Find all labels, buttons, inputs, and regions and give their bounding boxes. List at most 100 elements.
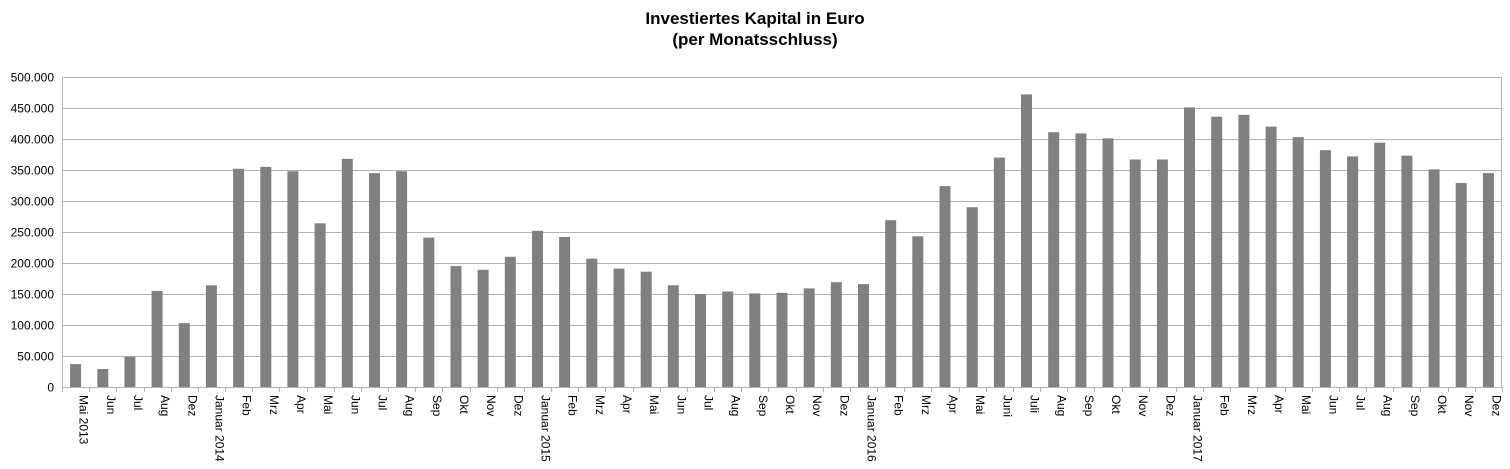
y-tick-label: 350.000 xyxy=(11,164,55,178)
bar xyxy=(830,282,842,387)
bar xyxy=(260,166,272,387)
x-tick-label: Mrz xyxy=(267,395,281,415)
bar xyxy=(1102,138,1114,387)
x-tick-label: Januar 2016 xyxy=(865,395,879,462)
bar xyxy=(396,171,408,387)
x-tick-label: Jun xyxy=(104,395,118,414)
bar xyxy=(97,369,109,387)
gridlines xyxy=(62,77,1502,388)
bar xyxy=(1075,133,1087,387)
x-tick-label: Dez xyxy=(1489,395,1503,416)
y-tick-label: 150.000 xyxy=(11,288,55,302)
x-tick-label: Nov xyxy=(1136,395,1150,416)
bar xyxy=(1292,137,1304,387)
bar xyxy=(993,157,1005,387)
x-tick-label: Feb xyxy=(566,395,580,416)
bar xyxy=(1129,159,1141,387)
bar xyxy=(586,258,598,387)
bar xyxy=(667,285,679,387)
bar xyxy=(450,266,462,387)
bar xyxy=(1265,126,1277,387)
y-tick-label: 100.000 xyxy=(11,319,55,333)
x-tick-label: Aug xyxy=(403,395,417,416)
bar xyxy=(314,223,326,387)
bar xyxy=(341,158,353,387)
y-tick-label: 450.000 xyxy=(11,102,55,116)
x-tick-label: Okt xyxy=(1435,395,1449,414)
bar xyxy=(939,186,951,387)
chart-title: Investiertes Kapital in Euro xyxy=(645,9,865,28)
bar xyxy=(178,323,190,387)
axes xyxy=(62,77,1503,392)
x-tick-label: Dez xyxy=(511,395,525,416)
x-tick-label: Jul xyxy=(376,395,390,410)
bar xyxy=(613,268,625,387)
bar xyxy=(776,292,788,387)
x-tick-labels: Mai 2013 Jun Jul Aug Dez Januar 2014 Feb Mrz Apr… xyxy=(77,395,1504,462)
bar xyxy=(1401,155,1413,387)
x-tick-label: Mai 2013 xyxy=(77,395,91,445)
x-tick-label: Feb xyxy=(1218,395,1232,416)
bar xyxy=(504,256,516,387)
x-tick-label: Januar 2014 xyxy=(212,395,226,462)
bar xyxy=(1319,150,1331,387)
x-tick-label: Januar 2017 xyxy=(1191,395,1205,462)
bars xyxy=(70,94,1494,388)
y-tick-label: 50.000 xyxy=(17,350,54,364)
x-tick-label: Aug xyxy=(1381,395,1395,416)
bar xyxy=(423,237,435,387)
x-tick-label: Mai xyxy=(1299,395,1313,414)
x-tick-label: Juni xyxy=(1000,395,1014,417)
x-tick-label: Dez xyxy=(185,395,199,416)
bar xyxy=(722,291,734,387)
x-tick-label: Nov xyxy=(810,395,824,416)
bar xyxy=(912,236,924,387)
y-tick-label: 300.000 xyxy=(11,195,55,209)
y-tick-label: 200.000 xyxy=(11,257,55,271)
bar xyxy=(151,290,163,387)
chart-title-block: Investiertes Kapital in Euro (per Monats… xyxy=(0,8,1510,50)
bar xyxy=(1021,94,1032,388)
bar xyxy=(695,294,706,387)
x-tick-label: Okt xyxy=(1109,395,1123,414)
bar xyxy=(1455,183,1467,387)
x-tick-label: Mrz xyxy=(1245,395,1259,415)
y-tick-labels: 0 50.000 100.000 150.000 200.000 250.000 300.0… xyxy=(11,71,55,395)
x-tick-label: Jun xyxy=(1326,395,1340,414)
bar xyxy=(1156,159,1168,387)
bar xyxy=(559,237,571,387)
x-tick-label: Apr xyxy=(294,395,308,414)
x-tick-label: Aug xyxy=(158,395,172,416)
x-tick-label: Apr xyxy=(946,395,960,414)
bar xyxy=(1238,114,1250,388)
chart-subtitle: (per Monatsschluss) xyxy=(672,30,838,49)
y-tick-label: 0 xyxy=(47,381,54,395)
bar xyxy=(640,271,652,387)
bar xyxy=(287,171,299,387)
x-tick-label: Okt xyxy=(783,395,797,414)
x-tick-label: Jul xyxy=(702,395,716,410)
x-tick-label: Nov xyxy=(484,395,498,416)
y-tick-label: 500.000 xyxy=(11,71,55,85)
x-tick-label: Mrz xyxy=(593,395,607,415)
x-tick-label: Sep xyxy=(756,395,770,417)
bar xyxy=(532,230,543,387)
bar xyxy=(1184,107,1195,388)
bar xyxy=(233,168,245,387)
x-tick-label: Nov xyxy=(1462,395,1476,416)
x-tick-label: Jun xyxy=(674,395,688,414)
bar xyxy=(858,284,869,387)
x-tick-label: Feb xyxy=(892,395,906,416)
bar xyxy=(369,173,380,387)
x-tick-label: Aug xyxy=(1055,395,1069,416)
x-tick-label: Mai xyxy=(647,395,661,414)
bar xyxy=(803,288,815,387)
bar xyxy=(1482,173,1494,387)
x-tick-label: Jul xyxy=(1354,395,1368,410)
bar xyxy=(205,285,217,387)
bar xyxy=(1211,116,1223,387)
bar xyxy=(70,364,82,387)
x-tick-label: Juli xyxy=(1028,395,1042,413)
bar xyxy=(749,293,761,387)
